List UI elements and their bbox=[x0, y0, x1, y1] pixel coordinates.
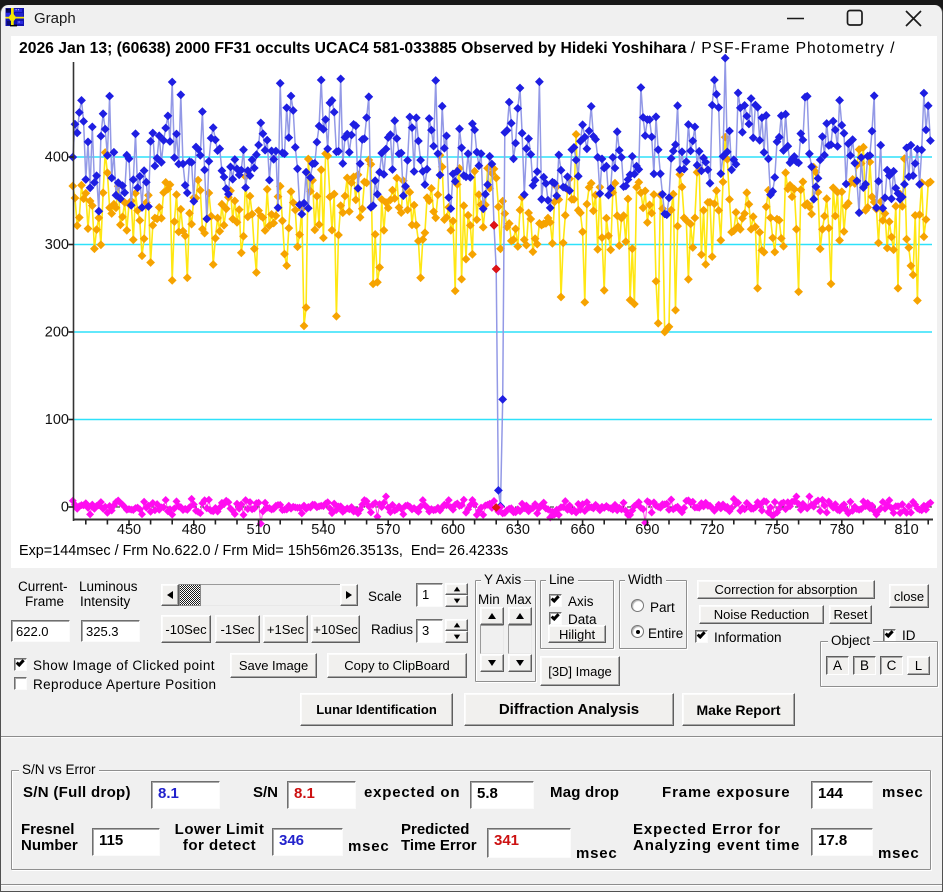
svg-text:480: 480 bbox=[182, 522, 206, 538]
svg-text:780: 780 bbox=[830, 522, 854, 538]
svg-text:100: 100 bbox=[45, 412, 69, 428]
svg-text:540: 540 bbox=[311, 522, 335, 538]
svg-text:750: 750 bbox=[765, 522, 789, 538]
svg-text:510: 510 bbox=[246, 522, 270, 538]
svg-text:450: 450 bbox=[117, 522, 141, 538]
svg-text:630: 630 bbox=[506, 522, 530, 538]
svg-text:200: 200 bbox=[45, 325, 69, 341]
svg-text:810: 810 bbox=[894, 522, 918, 538]
svg-text:660: 660 bbox=[570, 522, 594, 538]
svg-text:300: 300 bbox=[45, 237, 69, 253]
svg-text:400: 400 bbox=[45, 150, 69, 166]
svg-text:690: 690 bbox=[635, 522, 659, 538]
svg-text:720: 720 bbox=[700, 522, 724, 538]
svg-text:570: 570 bbox=[376, 522, 400, 538]
svg-text:600: 600 bbox=[441, 522, 465, 538]
svg-text:0: 0 bbox=[61, 500, 69, 516]
